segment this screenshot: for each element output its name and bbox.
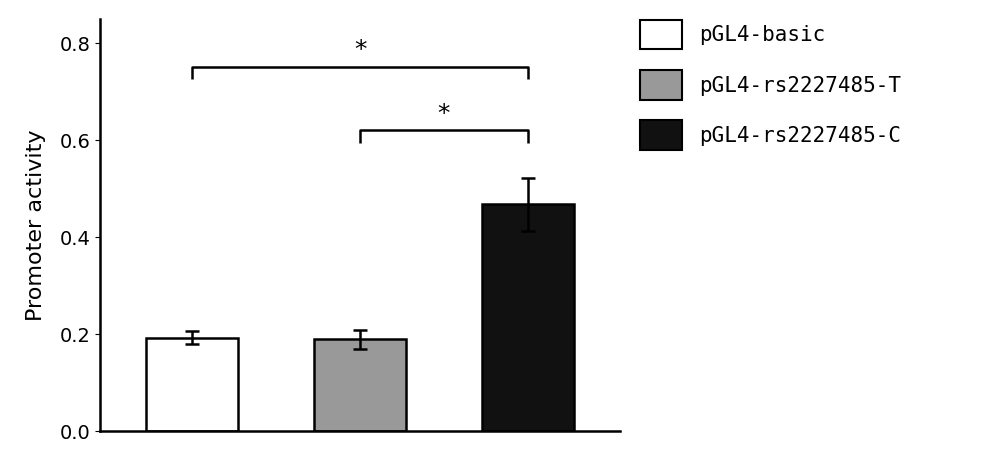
Text: *: * xyxy=(438,102,450,126)
Bar xyxy=(314,339,406,431)
Text: *: * xyxy=(354,38,366,62)
Bar xyxy=(146,338,238,431)
Bar xyxy=(482,204,574,431)
Y-axis label: Promoter activity: Promoter activity xyxy=(26,129,46,321)
Legend: pGL4-basic, pGL4-rs2227485-T, pGL4-rs2227485-C: pGL4-basic, pGL4-rs2227485-T, pGL4-rs222… xyxy=(640,20,901,150)
